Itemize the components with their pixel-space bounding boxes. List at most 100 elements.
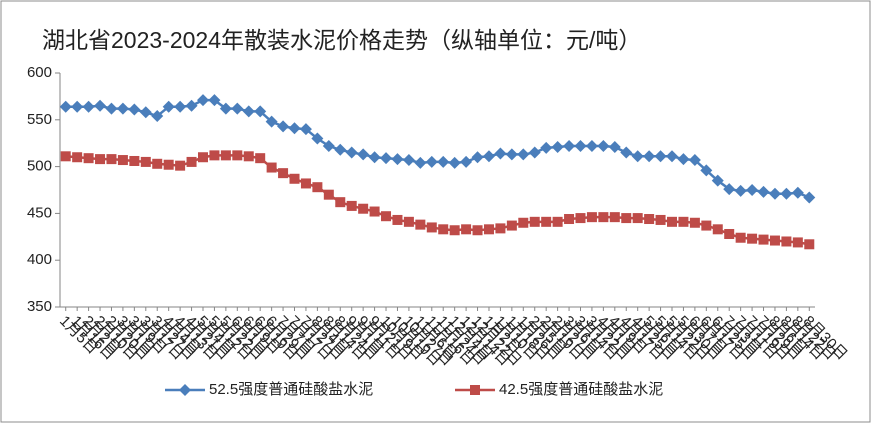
marker: [723, 183, 736, 196]
marker: [803, 191, 816, 204]
marker: [482, 150, 495, 163]
marker: [597, 140, 610, 153]
marker: [505, 148, 518, 161]
marker: [735, 232, 746, 243]
y-tick-label: 450: [27, 204, 52, 221]
marker: [83, 153, 94, 164]
marker: [162, 100, 175, 113]
marker: [255, 153, 266, 164]
marker: [426, 222, 437, 233]
marker: [117, 155, 128, 166]
marker: [185, 99, 198, 112]
marker: [620, 146, 633, 159]
marker: [71, 100, 84, 113]
marker: [506, 220, 517, 231]
marker: [106, 154, 117, 165]
marker: [82, 100, 95, 113]
marker: [186, 156, 197, 167]
marker: [470, 385, 480, 395]
marker: [59, 100, 72, 113]
marker: [140, 156, 151, 167]
marker: [265, 115, 278, 128]
marker: [391, 153, 404, 166]
marker: [701, 220, 712, 231]
marker: [209, 150, 220, 161]
marker: [632, 213, 643, 224]
marker: [667, 216, 678, 227]
marker: [757, 185, 770, 198]
marker: [95, 154, 106, 165]
marker: [300, 178, 311, 189]
marker: [621, 213, 632, 224]
marker: [381, 211, 392, 222]
marker: [758, 234, 769, 245]
marker: [541, 216, 552, 227]
marker: [643, 150, 656, 163]
marker: [689, 217, 700, 228]
marker: [196, 94, 209, 107]
marker: [116, 102, 129, 115]
marker: [175, 160, 186, 171]
marker: [746, 184, 759, 196]
marker: [677, 153, 690, 166]
marker: [277, 120, 290, 133]
marker: [724, 228, 735, 239]
marker: [243, 151, 254, 162]
marker: [128, 103, 141, 116]
marker: [369, 206, 380, 217]
marker: [461, 224, 472, 235]
y-tick-label: 550: [27, 111, 52, 128]
marker: [299, 123, 312, 136]
marker: [437, 155, 450, 168]
marker: [322, 140, 335, 153]
marker: [574, 140, 587, 153]
marker: [564, 214, 575, 225]
marker: [219, 102, 232, 115]
marker: [197, 152, 208, 163]
marker: [323, 189, 334, 200]
y-tick-label: 400: [27, 251, 52, 268]
marker: [769, 235, 780, 246]
marker: [403, 216, 414, 227]
marker: [483, 224, 494, 235]
marker: [242, 105, 255, 118]
marker: [346, 200, 357, 211]
marker: [791, 186, 804, 199]
marker: [174, 100, 187, 113]
marker: [312, 182, 323, 193]
marker: [608, 140, 621, 153]
marker: [781, 236, 792, 247]
marker: [585, 140, 598, 153]
marker: [575, 213, 586, 224]
marker: [334, 143, 347, 156]
marker: [392, 214, 403, 225]
marker: [402, 154, 415, 167]
marker: [654, 150, 667, 163]
marker: [540, 141, 553, 154]
marker: [678, 216, 689, 227]
marker: [278, 168, 289, 179]
marker: [529, 216, 540, 227]
marker: [357, 148, 370, 161]
marker: [179, 384, 191, 396]
marker: [747, 233, 758, 244]
marker: [311, 132, 324, 145]
marker: [358, 203, 369, 214]
marker: [220, 150, 231, 161]
marker: [266, 162, 277, 173]
marker: [231, 102, 244, 115]
marker: [380, 152, 393, 165]
marker: [460, 155, 473, 168]
marker: [448, 156, 461, 169]
marker: [335, 197, 346, 208]
marker: [631, 150, 644, 163]
marker: [289, 173, 300, 184]
marker: [414, 156, 427, 169]
marker: [472, 225, 483, 236]
marker: [208, 94, 221, 107]
marker: [586, 212, 597, 223]
marker: [551, 140, 564, 153]
marker: [425, 155, 438, 168]
marker: [105, 102, 118, 115]
